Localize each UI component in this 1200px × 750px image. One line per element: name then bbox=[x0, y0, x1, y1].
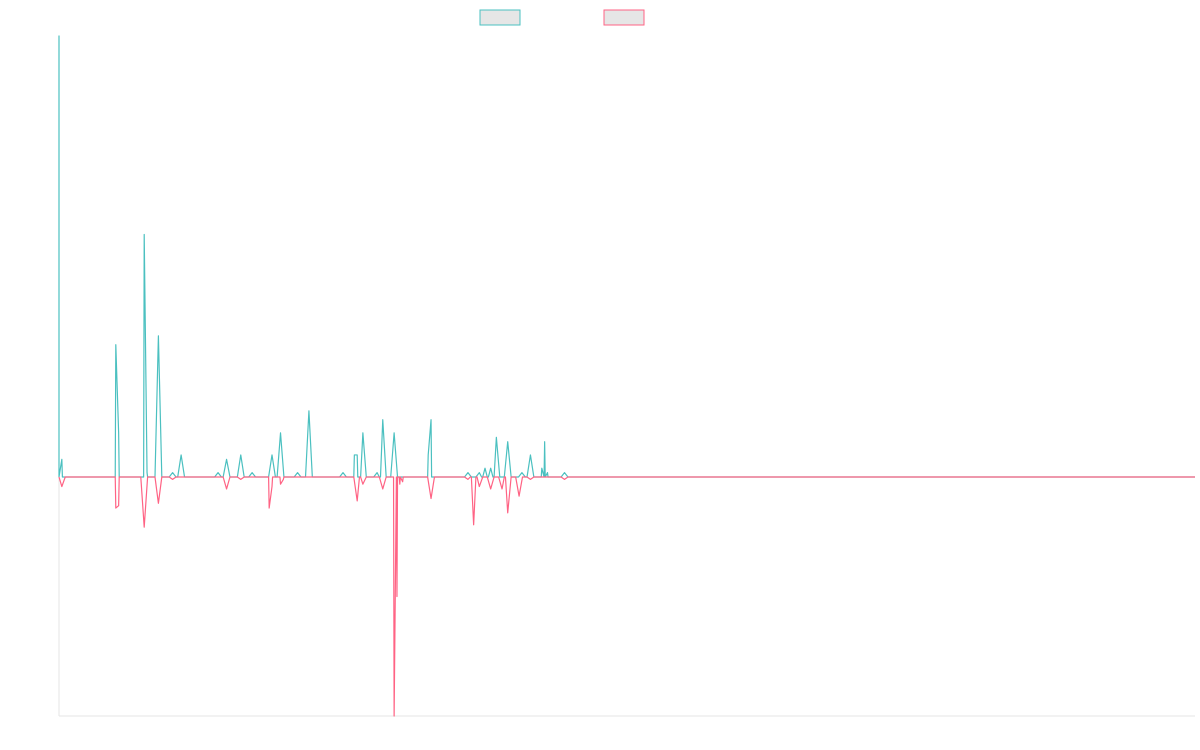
series-line-2 bbox=[58, 476, 1195, 717]
plot-area bbox=[58, 35, 1195, 717]
legend-item-1[interactable] bbox=[479, 9, 521, 26]
legend-swatch-1[interactable] bbox=[479, 9, 521, 26]
series-line-1 bbox=[58, 35, 1195, 478]
axes bbox=[58, 36, 1195, 717]
legend[interactable] bbox=[479, 9, 645, 26]
legend-swatch-2[interactable] bbox=[603, 9, 645, 26]
legend-item-2[interactable] bbox=[603, 9, 645, 26]
